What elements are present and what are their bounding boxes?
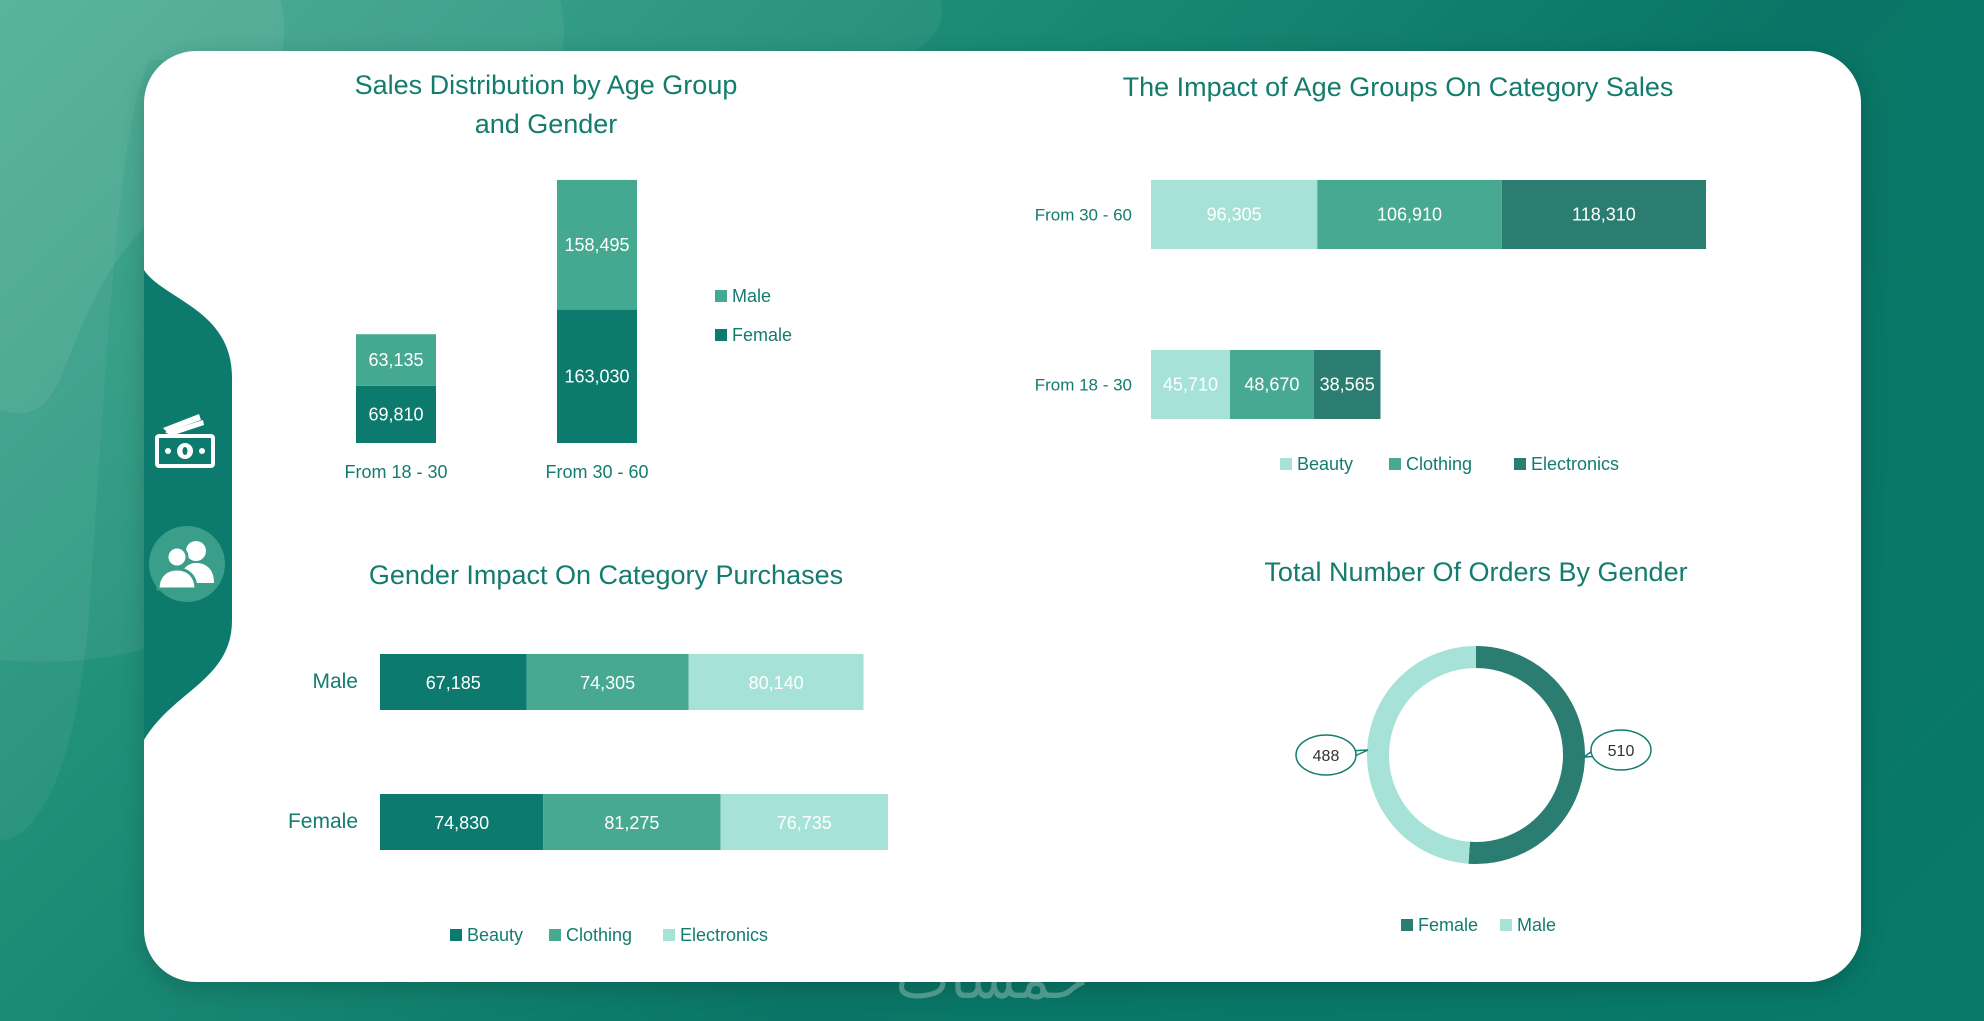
- y-tick-label: From 18 - 30: [1035, 376, 1132, 395]
- chart-title: The Impact of Age Groups On Category Sal…: [1123, 72, 1674, 102]
- chart-title: Gender Impact On Category Purchases: [369, 560, 843, 590]
- users-icon[interactable]: [148, 525, 226, 603]
- data-label: 69,810: [368, 404, 423, 424]
- data-label: 96,305: [1207, 205, 1262, 225]
- legend-label: Beauty: [1297, 454, 1353, 474]
- legend-label: Female: [1418, 915, 1478, 935]
- chart-title: Total Number Of Orders By Gender: [1264, 557, 1687, 587]
- bar-electronics: [1501, 180, 1706, 249]
- data-label: 118,310: [1572, 205, 1636, 225]
- watermark: خمسات: [895, 944, 1089, 1012]
- bar-beauty: [1151, 350, 1230, 419]
- legend-swatch: [1280, 458, 1292, 470]
- x-tick-label: From 30 - 60: [545, 462, 648, 482]
- bar-male: [557, 179, 637, 310]
- legend-label: Male: [732, 286, 771, 306]
- legend-swatch: [1389, 458, 1401, 470]
- legend-label: Clothing: [1406, 454, 1472, 474]
- legend-label: Male: [1517, 915, 1556, 935]
- data-label: 45,710: [1163, 375, 1218, 395]
- legend-swatch: [715, 329, 727, 341]
- data-label: 74,305: [580, 673, 635, 693]
- y-tick-label: Female: [288, 810, 358, 833]
- data-label: 510: [1608, 743, 1635, 760]
- bar-female: [356, 385, 436, 443]
- legend-label: Clothing: [566, 925, 632, 945]
- data-label: 80,140: [749, 673, 804, 693]
- legend-swatch: [1500, 919, 1512, 931]
- bar-electronics: [1313, 350, 1381, 419]
- orders-gender-chart: Total Number Of Orders By Gender 510 488 F…: [1250, 557, 1710, 960]
- y-tick-label: Male: [312, 670, 358, 693]
- bar-clothing: [543, 794, 721, 850]
- data-label: 488: [1313, 748, 1340, 765]
- y-tick-label: From 30 - 60: [1035, 206, 1132, 225]
- bar-beauty: [380, 794, 544, 850]
- bar-clothing: [526, 654, 689, 710]
- callout-bubble: [1590, 729, 1652, 771]
- chart-title-line-1: Sales Distribution by Age Group: [355, 70, 738, 100]
- callout-bubble: [1295, 734, 1357, 776]
- data-label: 67,185: [426, 673, 481, 693]
- bar-female: [557, 309, 637, 443]
- data-label: 81,275: [604, 813, 659, 833]
- legend-swatch: [1401, 919, 1413, 931]
- bar-male: [356, 334, 436, 386]
- donut-slice-male: [1367, 646, 1477, 864]
- bar-beauty: [380, 654, 527, 710]
- age-gender-chart: Sales Distribution by Age Group and Gend…: [300, 70, 860, 490]
- legend-swatch: [715, 290, 727, 302]
- legend-swatch: [1514, 458, 1526, 470]
- data-label: 106,910: [1377, 205, 1442, 225]
- bar-clothing: [1229, 350, 1314, 419]
- bar-clothing: [1317, 180, 1502, 249]
- legend-label: Electronics: [680, 925, 768, 945]
- donut-slice-female: [1468, 646, 1585, 864]
- legend-label: Female: [732, 325, 792, 345]
- data-label: 48,670: [1244, 375, 1299, 395]
- data-label: 38,565: [1320, 375, 1375, 395]
- data-label: 158,495: [564, 235, 629, 255]
- legend-label: Electronics: [1531, 454, 1619, 474]
- sidebar-tab: [144, 270, 234, 740]
- bar-electronics: [720, 794, 888, 850]
- bar-beauty: [1151, 180, 1318, 249]
- age-category-chart: The Impact of Age Groups On Category Sal…: [1000, 70, 1800, 490]
- bar-electronics: [688, 654, 864, 710]
- legend-swatch: [450, 929, 462, 941]
- x-tick-label: From 18 - 30: [344, 462, 447, 482]
- data-label: 76,735: [777, 813, 832, 833]
- data-label: 63,135: [368, 350, 423, 370]
- legend-swatch: [549, 929, 561, 941]
- data-label: 74,830: [434, 813, 489, 833]
- money-icon[interactable]: [155, 410, 215, 470]
- chart-title-line-2: and Gender: [475, 109, 618, 139]
- legend-label: Beauty: [467, 925, 523, 945]
- gender-category-chart: Gender Impact On Category Purchases 67,1…: [270, 560, 930, 970]
- legend-swatch: [663, 929, 675, 941]
- data-label: 163,030: [564, 366, 629, 386]
